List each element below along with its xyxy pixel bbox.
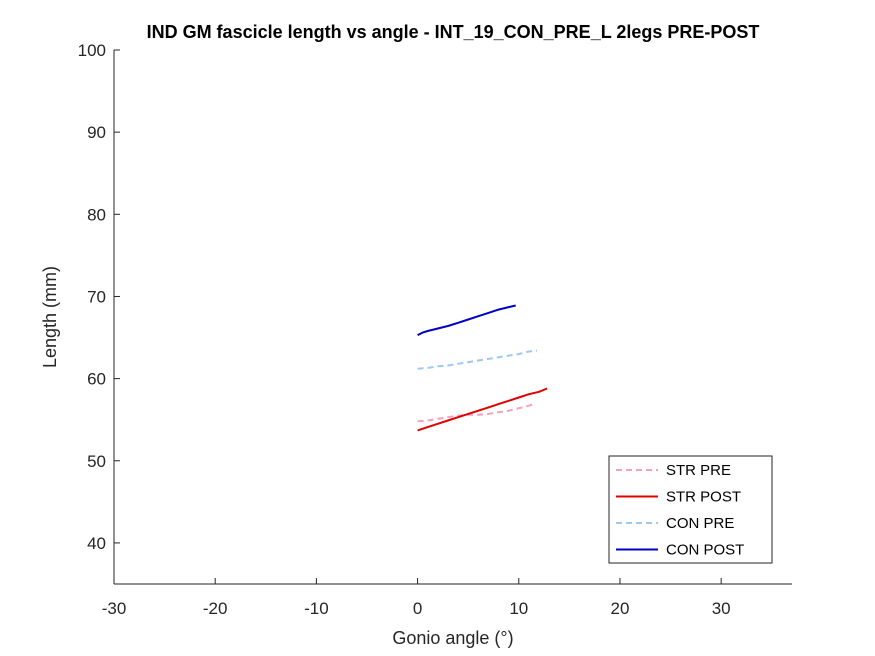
chart-title: IND GM fascicle length vs angle - INT_19… (147, 22, 760, 42)
series-layer (417, 304, 548, 432)
legend: STR PRE STR POST CON PRE CON POST (608, 455, 773, 564)
legend-label-con-pre: CON PRE (666, 515, 734, 532)
series-line-str-pre (417, 403, 535, 423)
x-tick-label: -20 (203, 599, 228, 618)
series-line-con-post (417, 304, 516, 336)
series-line-str-post (417, 387, 548, 432)
x-tick-label: 20 (611, 599, 630, 618)
legend-label-str-post: STR POST (666, 489, 741, 506)
x-tick-label: 0 (413, 599, 422, 618)
x-tick-label: 30 (712, 599, 731, 618)
y-tick-label: 70 (87, 287, 106, 306)
x-tick-label: -10 (304, 599, 329, 618)
y-tick-label: 40 (87, 534, 106, 553)
x-axis-label: Gonio angle (°) (392, 628, 513, 648)
y-tick-label: 90 (87, 123, 106, 142)
series-line-con-pre (417, 349, 538, 370)
legend-label-str-pre: STR PRE (666, 462, 731, 479)
y-ticks: 40 50 60 70 80 90 100 (78, 41, 120, 553)
x-tick-label: -30 (102, 599, 127, 618)
y-tick-label: 100 (78, 41, 106, 60)
legend-entries: STR PRE STR POST CON PRE CON POST (616, 462, 744, 559)
legend-box (608, 455, 773, 564)
x-tick-label: 10 (509, 599, 528, 618)
y-axis-label: Length (mm) (40, 266, 60, 368)
y-tick-label: 60 (87, 370, 106, 389)
x-ticks: -30 -20 -10 0 10 20 30 (102, 578, 731, 618)
legend-label-con-post: CON POST (666, 542, 744, 559)
y-tick-label: 80 (87, 205, 106, 224)
y-tick-label: 50 (87, 452, 106, 471)
